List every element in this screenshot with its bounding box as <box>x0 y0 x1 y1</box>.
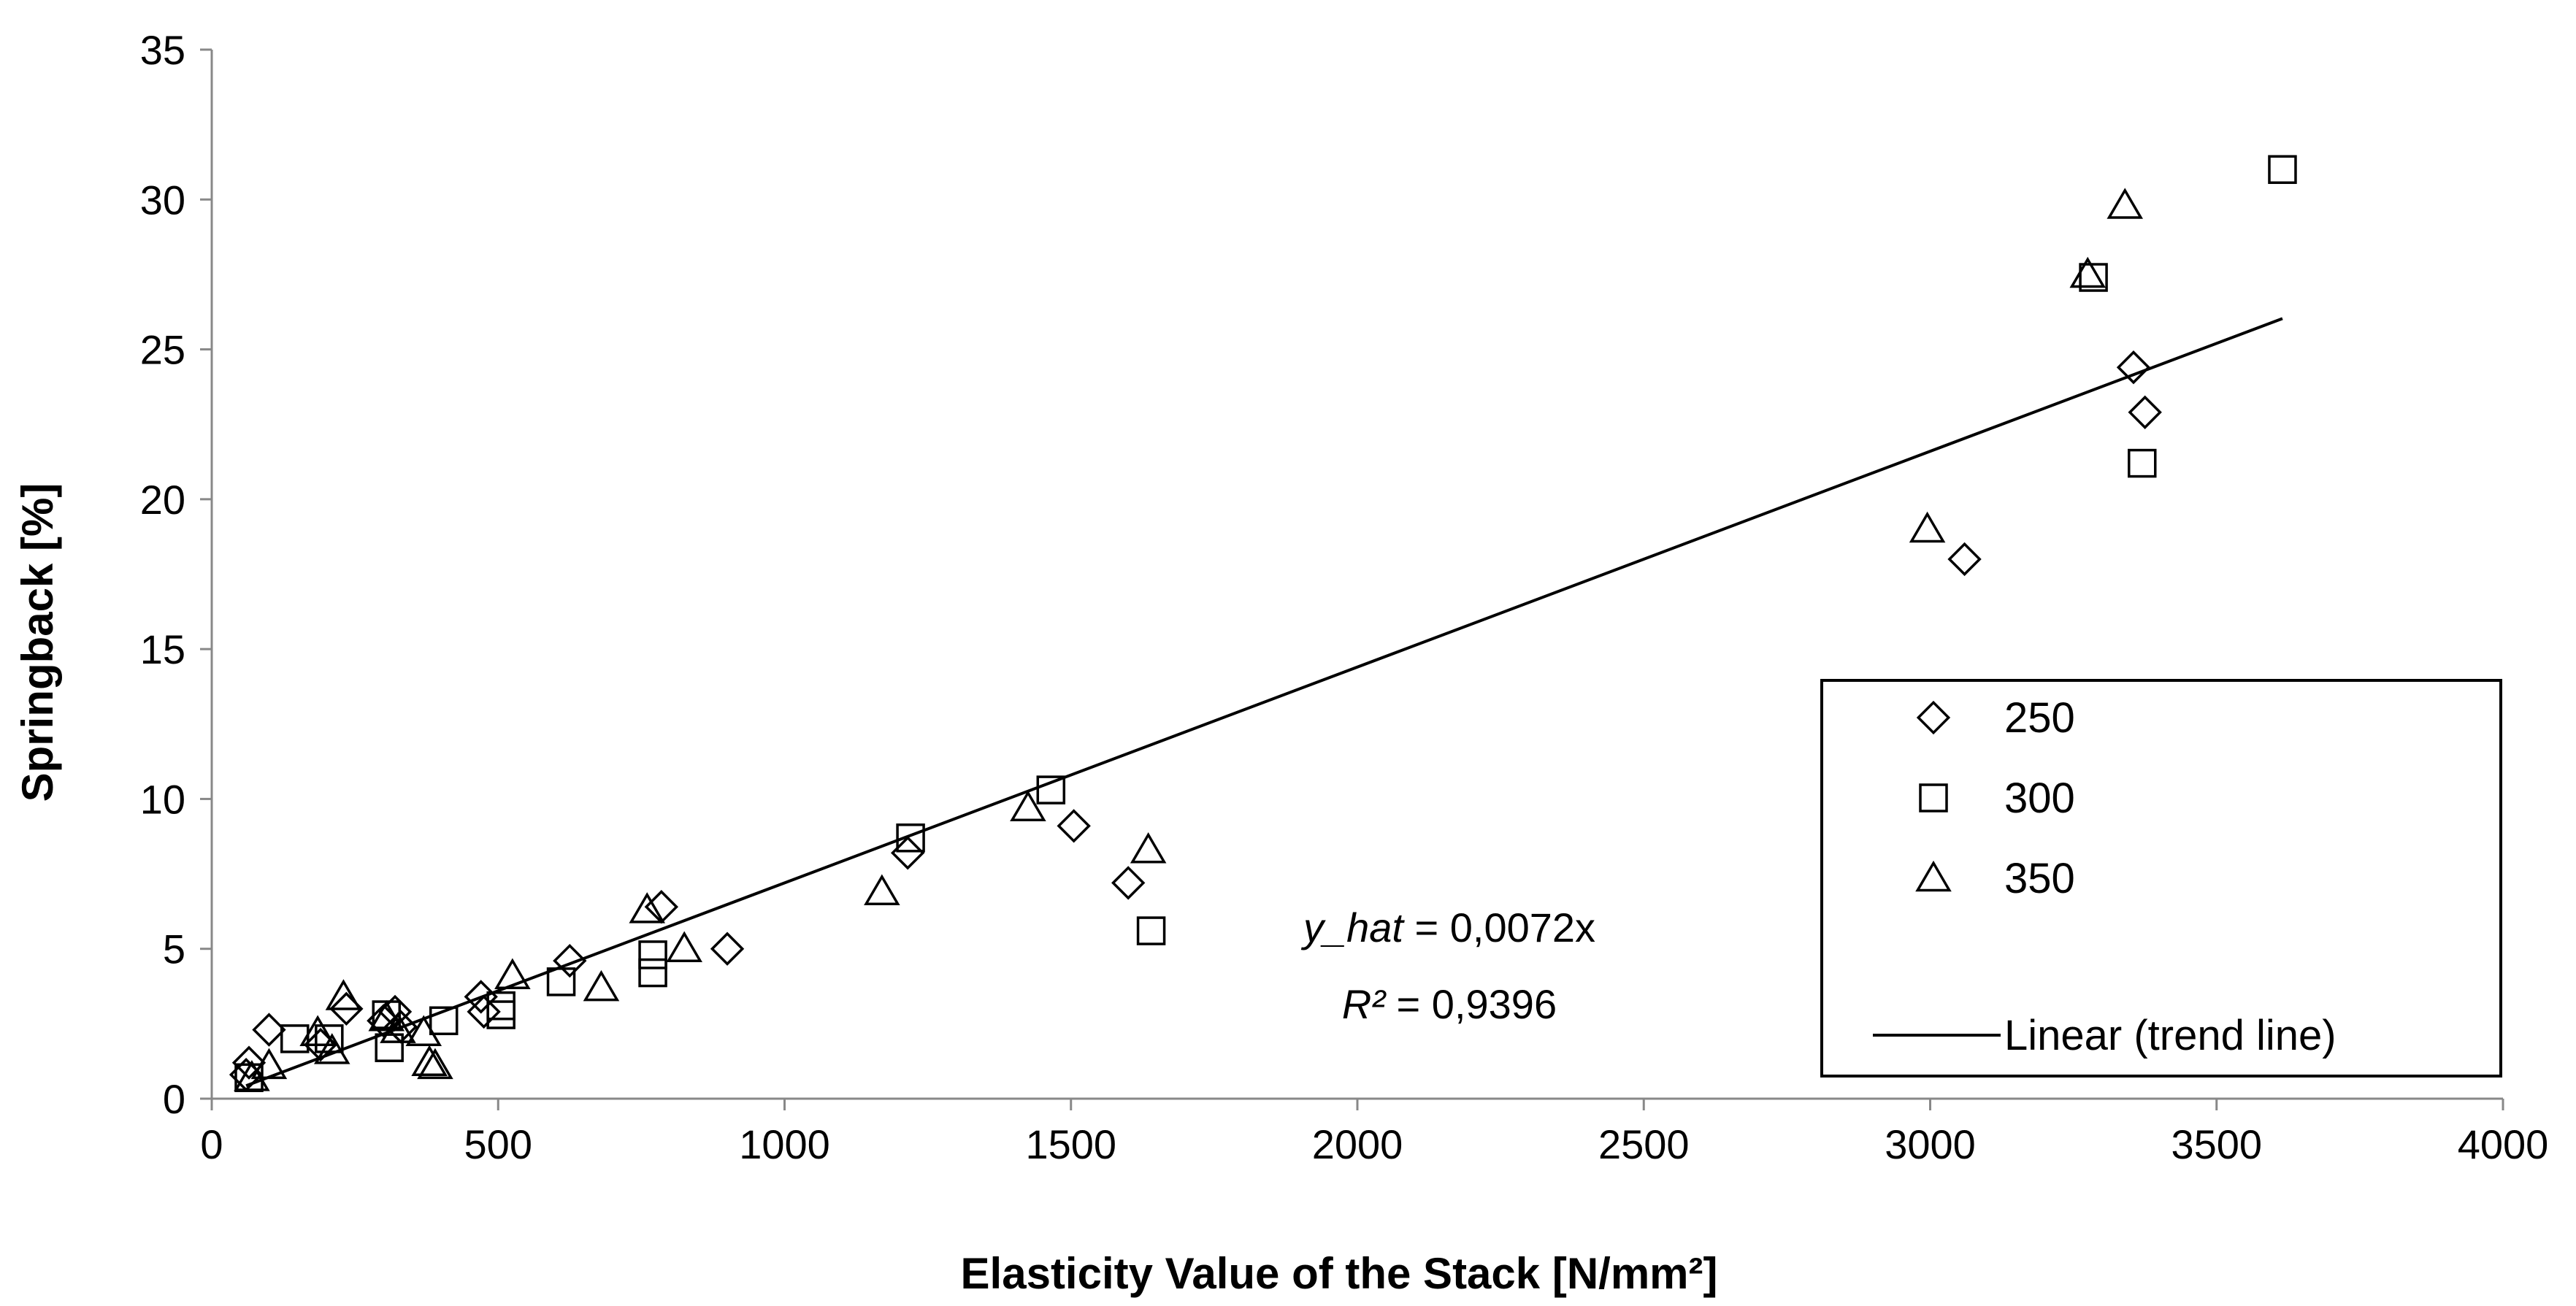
marker-triangle-350 <box>368 999 405 1032</box>
x-tick-label: 0 <box>200 1121 223 1167</box>
marker-diamond-250 <box>2116 350 2151 385</box>
marker-triangle-350 <box>313 1033 350 1064</box>
marker-triangle-350 <box>405 1015 442 1046</box>
equation-variable: y_hat <box>1300 904 1405 950</box>
x-tick-label: 2500 <box>1598 1121 1690 1167</box>
x-tick-label: 3000 <box>1885 1121 1976 1167</box>
x-tick-label: 1000 <box>739 1121 830 1167</box>
y-tick-label: 30 <box>140 177 185 223</box>
data-markers <box>229 155 2297 1093</box>
marker-triangle-350 <box>417 1048 453 1080</box>
marker-triangle-350 <box>1909 511 1946 543</box>
marker-square-300 <box>375 1033 404 1062</box>
marker-triangle-350 <box>864 874 900 906</box>
marker-diamond-250 <box>231 1045 267 1080</box>
x-tick-label: 2000 <box>1312 1121 1403 1167</box>
marker-square-300 <box>2079 263 2108 292</box>
marker-triangle-350 <box>583 969 620 1002</box>
marker-triangle-350 <box>234 1060 270 1091</box>
legend-label-250: 250 <box>2004 694 2075 742</box>
legend-box <box>1820 679 2502 1078</box>
marker-square-300 <box>315 1024 344 1053</box>
trend-line <box>245 317 2283 1088</box>
marker-square-300 <box>429 1006 459 1036</box>
legend-label-300: 300 <box>2004 775 2075 822</box>
legend-label-350: 350 <box>2004 855 2075 902</box>
marker-triangle-350 <box>2069 256 2107 288</box>
x-tick-label: 3500 <box>2171 1121 2262 1167</box>
marker-square-300 <box>638 940 667 969</box>
marker-triangle-350 <box>299 1015 336 1046</box>
equation-rest: = 0,0072x <box>1403 904 1595 950</box>
marker-square-300 <box>638 958 667 988</box>
marker-triangle-350 <box>666 931 702 963</box>
marker-triangle-350 <box>380 1012 416 1043</box>
marker-triangle-350 <box>250 1048 288 1080</box>
legend: 250 300 350 Linear (trend line) <box>1820 679 2502 1078</box>
marker-square-300 <box>1036 775 1066 804</box>
marker-triangle-350 <box>629 892 666 923</box>
x-tick-label: 4000 <box>2458 1121 2549 1167</box>
marker-triangle-350 <box>494 958 531 989</box>
marker-square-300 <box>280 1024 310 1053</box>
y-tick-label: 15 <box>140 626 185 672</box>
legend-marker-triangle <box>1915 860 1952 892</box>
marker-triangle-350 <box>2107 188 2144 219</box>
marker-triangle-350 <box>1130 832 1167 864</box>
marker-triangle-350 <box>1010 790 1046 822</box>
y-tick-label: 20 <box>140 477 185 523</box>
y-axis-title: Springback [%] <box>13 483 62 802</box>
legend-label-trend-line: Linear (trend line) <box>2004 1012 2337 1059</box>
marker-square-300 <box>896 823 925 853</box>
y-tick-label: 5 <box>163 926 185 972</box>
legend-marker-diamond <box>1916 700 1951 735</box>
marker-diamond-250 <box>1057 809 1091 843</box>
marker-square-300 <box>1136 916 1166 945</box>
marker-diamond-250 <box>252 1013 286 1047</box>
marker-diamond-250 <box>553 943 587 978</box>
marker-square-300 <box>2268 155 2297 184</box>
marker-square-300 <box>546 967 576 996</box>
r-squared-value: = 0,9396 <box>1385 981 1557 1027</box>
marker-triangle-350 <box>411 1045 448 1077</box>
trend-line-group <box>245 317 2283 1088</box>
marker-diamond-250 <box>1947 542 1982 577</box>
y-tick-label: 0 <box>163 1076 185 1122</box>
marker-diamond-250 <box>467 994 501 1029</box>
marker-diamond-250 <box>1111 866 1146 900</box>
y-tick-label: 25 <box>140 327 185 373</box>
r-squared-symbol: R² <box>1342 981 1387 1027</box>
x-axis-title: Elasticity Value of the Stack [N/mm²] <box>961 1249 1718 1298</box>
marker-diamond-250 <box>710 932 745 966</box>
marker-triangle-350 <box>325 979 362 1010</box>
marker-diamond-250 <box>2128 395 2162 429</box>
marker-square-300 <box>2128 448 2157 478</box>
r-squared-label: R² = 0,9396 <box>1342 981 1557 1027</box>
equation-label: y_hat = 0,0072x <box>1300 904 1595 950</box>
marker-square-300 <box>486 1000 515 1029</box>
legend-marker-square <box>1919 783 1948 813</box>
y-tick-label: 10 <box>140 776 185 822</box>
x-tick-label: 1500 <box>1025 1121 1116 1167</box>
y-tick-label: 35 <box>140 27 185 73</box>
x-tick-label: 500 <box>464 1121 532 1167</box>
